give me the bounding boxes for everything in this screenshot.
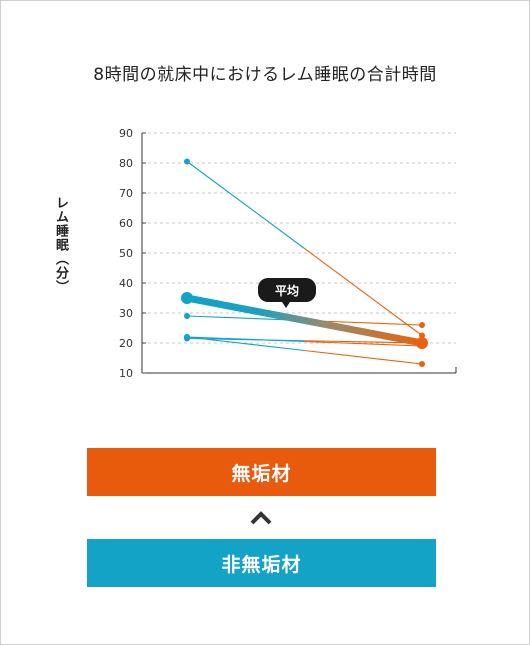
solid-wood-bar: 無垢材 xyxy=(87,448,436,496)
data-point-solid-wood xyxy=(419,322,425,328)
y-tick-label: 20 xyxy=(119,337,133,350)
data-point-solid-wood xyxy=(419,332,425,339)
series-line-right-half xyxy=(304,340,423,347)
chevron-up-icon xyxy=(250,511,272,525)
y-tick-label: 10 xyxy=(119,367,133,380)
average-callout: 平均 xyxy=(258,278,316,308)
average-callout-bubble xyxy=(258,278,316,308)
average-point-solid-wood xyxy=(416,337,428,349)
y-tick-label: 40 xyxy=(119,277,133,290)
series-line-right-half xyxy=(304,248,423,336)
y-tick-label: 70 xyxy=(119,187,133,200)
y-tick-label: 90 xyxy=(119,127,133,140)
data-point-solid-wood xyxy=(419,361,425,367)
y-tick-label: 50 xyxy=(119,247,133,260)
y-tick-label: 60 xyxy=(119,217,133,230)
average-line xyxy=(183,294,426,347)
non-solid-wood-bar: 非無垢材 xyxy=(87,539,436,587)
average-point-non-solid-wood xyxy=(181,292,193,304)
series-line-left-half xyxy=(186,161,305,249)
chart-title: 8時間の就床中におけるレム睡眠の合計時間 xyxy=(93,65,437,85)
data-point-non-solid-wood xyxy=(184,335,190,342)
y-axis-label: レム睡眠（分） xyxy=(53,196,68,294)
average-callout-label: 平均 xyxy=(275,283,299,298)
series-line-right-half xyxy=(304,349,423,365)
series-line-left-half xyxy=(186,337,305,342)
y-tick-label: 80 xyxy=(119,157,133,170)
y-tick-label: 30 xyxy=(119,307,133,320)
data-point-non-solid-wood xyxy=(184,313,190,319)
data-point-non-solid-wood xyxy=(184,158,190,165)
